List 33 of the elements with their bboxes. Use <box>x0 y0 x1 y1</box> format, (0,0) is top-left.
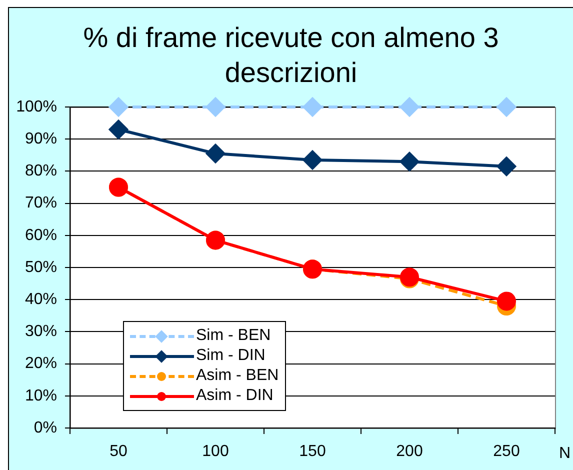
legend-label: Sim - DIN <box>196 347 266 365</box>
y-tick-label: 80% <box>24 162 57 180</box>
y-tick-label: 0% <box>34 419 57 436</box>
point <box>303 150 322 170</box>
y-tick-label: 100% <box>16 98 57 116</box>
chart-title: % di frame ricevute con almeno 3 descrizioni <box>82 21 500 90</box>
point <box>400 98 419 116</box>
y-tick-label: 30% <box>24 323 57 340</box>
x-axis-title: N <box>559 445 571 463</box>
point <box>497 156 516 176</box>
y-tick-label: 50% <box>24 258 57 276</box>
y-tick-label: 10% <box>24 387 57 404</box>
legend-label: Asim - BEN <box>196 367 279 385</box>
y-tick-label: 40% <box>24 291 57 308</box>
point <box>206 98 225 116</box>
y-tick-label: 70% <box>24 194 57 212</box>
x-tick-label: 150 <box>299 443 326 460</box>
x-tick-label: 250 <box>493 443 520 460</box>
y-tick-label: 60% <box>24 226 57 244</box>
legend-label: Asim - DIN <box>196 387 274 405</box>
point <box>109 98 128 116</box>
legend-label: Sim - BEN <box>196 327 271 345</box>
point <box>206 144 225 164</box>
point <box>497 292 516 311</box>
point <box>303 98 322 116</box>
point <box>109 120 128 139</box>
y-tick-label: 90% <box>24 130 57 148</box>
x-tick-label: 50 <box>110 443 128 460</box>
point <box>400 152 419 172</box>
x-tick-label: 100 <box>202 443 229 460</box>
y-tick-label: 20% <box>24 355 57 372</box>
point <box>497 98 516 116</box>
x-tick-label: 200 <box>396 443 423 460</box>
